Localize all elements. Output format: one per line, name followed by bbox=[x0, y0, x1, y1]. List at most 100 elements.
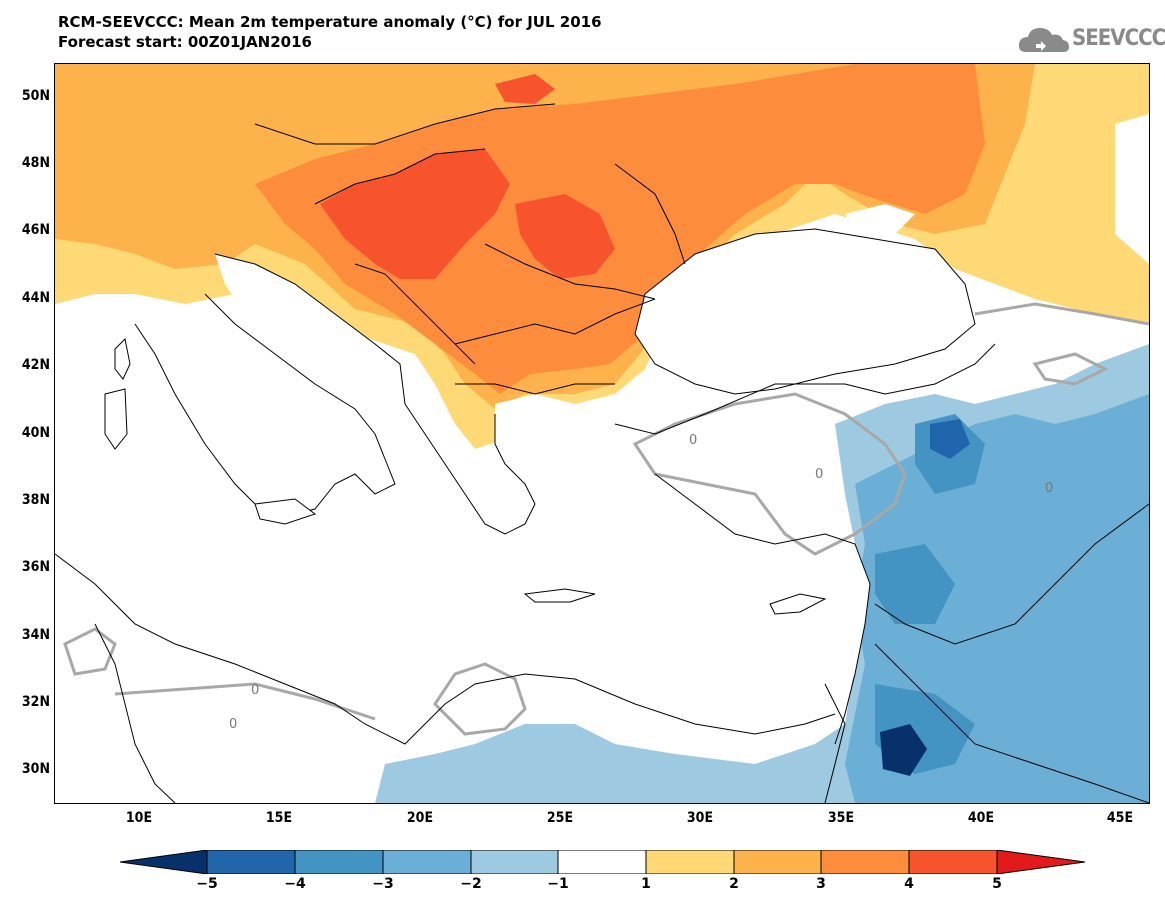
colorbar-label: 5 bbox=[992, 876, 1002, 892]
border-f bbox=[455, 383, 615, 395]
border-j bbox=[94, 623, 176, 803]
colorbar-cell bbox=[733, 850, 822, 874]
zero-contour-turkey bbox=[632, 392, 907, 556]
map-title: RCM-SEEVCCC: Mean 2m temperature anomaly… bbox=[58, 12, 602, 52]
title-line-1: RCM-SEEVCCC: Mean 2m temperature anomaly… bbox=[58, 13, 602, 31]
seevccc-logo: SEEVCCC bbox=[1016, 22, 1165, 58]
border-i bbox=[874, 643, 1149, 803]
zero-contour-east bbox=[1032, 352, 1109, 386]
logo-text: SEEVCCC bbox=[1072, 26, 1165, 51]
lat-label: 32N bbox=[21, 694, 50, 710]
coastline-black-sea bbox=[634, 228, 976, 395]
coastline-south-turkey bbox=[654, 473, 871, 585]
islands bbox=[104, 337, 827, 615]
border-h bbox=[874, 503, 1149, 645]
coastline-greece bbox=[404, 403, 536, 535]
coastline-turkey bbox=[614, 343, 996, 435]
sea-aegean bbox=[495, 394, 635, 544]
contour-label: 0 bbox=[815, 467, 823, 482]
anomaly-field-plus4-romania bbox=[515, 194, 615, 279]
colorbar-cell bbox=[557, 850, 647, 874]
lat-label: 46N bbox=[21, 222, 50, 238]
colorbar-cell bbox=[470, 850, 559, 874]
lon-label: 35E bbox=[827, 810, 855, 826]
zero-contours bbox=[63, 302, 1149, 736]
lat-label: 30N bbox=[21, 761, 50, 777]
sea-mediterranean bbox=[55, 314, 870, 744]
anomaly-field-plus3 bbox=[255, 64, 985, 394]
colorbar-triangle-right bbox=[996, 850, 1085, 874]
lon-label: 40E bbox=[967, 810, 995, 826]
island-corsica bbox=[114, 337, 131, 380]
map-plot-area: 0 0 0 0 0 bbox=[54, 63, 1150, 804]
lat-label: 40N bbox=[21, 425, 50, 441]
lat-label: 34N bbox=[21, 627, 50, 643]
anomaly-field-plus4-hungary bbox=[320, 149, 510, 279]
coastline-adriatic bbox=[214, 253, 406, 405]
colorbar-label: 4 bbox=[904, 876, 914, 892]
lon-label: 30E bbox=[686, 810, 714, 826]
lat-label: 48N bbox=[21, 155, 50, 171]
border-b bbox=[314, 148, 486, 205]
border-g bbox=[614, 163, 686, 265]
colorbar-cell bbox=[820, 850, 910, 874]
border-e bbox=[454, 298, 656, 345]
contour-label: 0 bbox=[229, 717, 237, 732]
border-a bbox=[254, 103, 556, 145]
lon-label: 25E bbox=[546, 810, 574, 826]
colorbar-label: −5 bbox=[196, 876, 218, 892]
colorbar-triangle-left bbox=[120, 850, 208, 874]
sea-black bbox=[635, 229, 975, 394]
lat-label: 36N bbox=[21, 559, 50, 575]
contour-label: 0 bbox=[689, 433, 697, 448]
zero-contour-north-africa bbox=[114, 682, 376, 721]
colorbar-cell bbox=[908, 850, 998, 874]
sea-caspian bbox=[1115, 114, 1149, 264]
colorbar-label: 2 bbox=[729, 876, 739, 892]
anomaly-field-minus4-turkey bbox=[930, 419, 970, 459]
title-line-2: Forecast start: 00Z01JAN2016 bbox=[58, 33, 312, 51]
lat-label: 50N bbox=[21, 88, 50, 104]
contour-label: 0 bbox=[251, 683, 259, 698]
island-cyprus bbox=[769, 593, 827, 615]
border-c bbox=[354, 263, 476, 365]
coastline-africa bbox=[55, 553, 836, 745]
lon-label: 45E bbox=[1106, 810, 1134, 826]
anomaly-field-plus4-north bbox=[495, 74, 555, 104]
colorbar-label: −1 bbox=[547, 876, 569, 892]
colorbar-label: 1 bbox=[641, 876, 651, 892]
colorbar-cell bbox=[382, 850, 472, 874]
island-crete bbox=[523, 588, 596, 603]
colorbar-cell bbox=[206, 850, 296, 874]
island-sardinia bbox=[104, 388, 128, 450]
anomaly-field-minus5-jordan bbox=[880, 724, 927, 776]
colorbar-label: −2 bbox=[460, 876, 482, 892]
lon-label: 10E bbox=[125, 810, 153, 826]
colorbar-cell bbox=[645, 850, 735, 874]
coastline-levant bbox=[834, 583, 871, 745]
colorbar-label: −4 bbox=[284, 876, 306, 892]
sea-azov bbox=[845, 204, 915, 234]
zero-contour-libya bbox=[433, 662, 527, 736]
zero-contour-tunisia bbox=[63, 627, 117, 676]
island-sicily bbox=[254, 498, 317, 525]
colorbar-label: 3 bbox=[816, 876, 826, 892]
colorbar-label: −3 bbox=[372, 876, 394, 892]
lon-label: 20E bbox=[406, 810, 434, 826]
coastline-italy bbox=[134, 293, 396, 520]
colorbar bbox=[120, 850, 1085, 874]
lat-label: 42N bbox=[21, 357, 50, 373]
colorbar-cell bbox=[294, 850, 384, 874]
lon-label: 15E bbox=[265, 810, 293, 826]
lat-label: 38N bbox=[21, 492, 50, 508]
cloud-icon bbox=[1018, 28, 1069, 52]
sea-adriatic bbox=[215, 254, 405, 424]
contour-label: 0 bbox=[1045, 481, 1053, 496]
border-d bbox=[484, 243, 656, 300]
coastlines-and-borders bbox=[55, 103, 1149, 803]
anomaly-field-minus3 bbox=[875, 414, 985, 774]
border-k bbox=[824, 683, 846, 803]
anomaly-map: 0 0 0 0 0 bbox=[55, 64, 1149, 803]
lat-label: 44N bbox=[21, 290, 50, 306]
zero-contour-caucasus bbox=[974, 302, 1149, 326]
